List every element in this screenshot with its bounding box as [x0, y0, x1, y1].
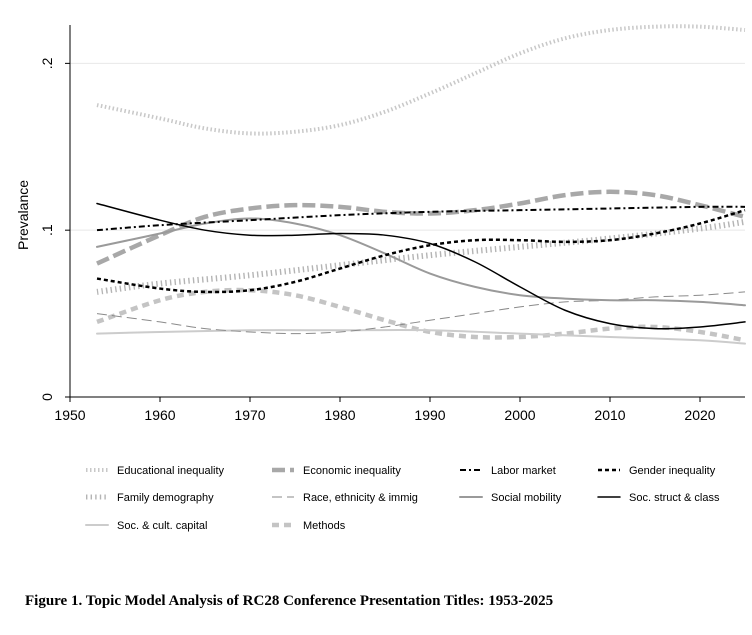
legend-item-capital: Soc. & cult. capital [85, 520, 208, 532]
series-line-race [96, 291, 746, 335]
y-tick-label: .1 [39, 224, 55, 236]
x-tick-label: 1990 [414, 407, 445, 423]
legend-label: Family demography [117, 492, 214, 504]
legend-item-econ: Economic inequality [272, 465, 401, 477]
legend-item-class: Soc. struct & class [597, 492, 720, 504]
legend-item-labor: Labor market [460, 465, 556, 477]
series-line-educ [96, 24, 746, 136]
x-tick-label: 1950 [54, 407, 85, 423]
x-tick-label: 1980 [324, 407, 355, 423]
legend-label: Labor market [491, 465, 556, 477]
series-line-gender [96, 208, 746, 294]
legend-label: Methods [303, 520, 346, 532]
legend-item-family: Family demography [86, 492, 214, 504]
legend-item-gender: Gender inequality [598, 465, 716, 477]
series-lines [96, 24, 746, 345]
x-tick-label: 2000 [504, 407, 535, 423]
legend: Educational inequality Economic inequalit… [85, 465, 720, 532]
figure-caption: Figure 1. Topic Model Analysis of RC28 C… [25, 593, 554, 609]
topic-prevalence-chart: 0 .1 .2 1950 1960 1970 1980 1990 2000 2010 2020 Pr… [15, 24, 746, 532]
x-tick-label: 1970 [234, 407, 265, 423]
legend-label: Soc. & cult. capital [117, 520, 208, 532]
y-tick-label: .2 [39, 57, 55, 69]
axes: 0 .1 .2 1950 1960 1970 1980 1990 2000 2010 2020 [39, 25, 745, 423]
gridlines [70, 62, 745, 231]
series-line-econ [96, 189, 746, 266]
series-line-family [96, 218, 746, 295]
x-tick-label: 2010 [594, 407, 625, 423]
legend-item-race: Race, ethnicity & immig [272, 492, 418, 504]
legend-label: Gender inequality [629, 465, 716, 477]
series-line-methods [96, 287, 746, 343]
legend-item-mobility: Social mobility [459, 492, 562, 504]
legend-label: Economic inequality [303, 465, 401, 477]
legend-label: Soc. struct & class [629, 492, 720, 504]
legend-item-methods: Methods [272, 520, 346, 532]
x-tick-label: 2020 [684, 407, 715, 423]
legend-label: Race, ethnicity & immig [303, 492, 418, 504]
legend-label: Educational inequality [117, 465, 225, 477]
y-axis-title: Prevalance [15, 180, 31, 250]
y-tick-label: 0 [39, 393, 55, 401]
legend-label: Social mobility [491, 492, 562, 504]
series-line-capital [96, 329, 746, 345]
x-tick-label: 1960 [144, 407, 175, 423]
series-line-class [96, 202, 746, 330]
series-line-labor [96, 205, 746, 232]
legend-item-educ: Educational inequality [86, 465, 225, 477]
